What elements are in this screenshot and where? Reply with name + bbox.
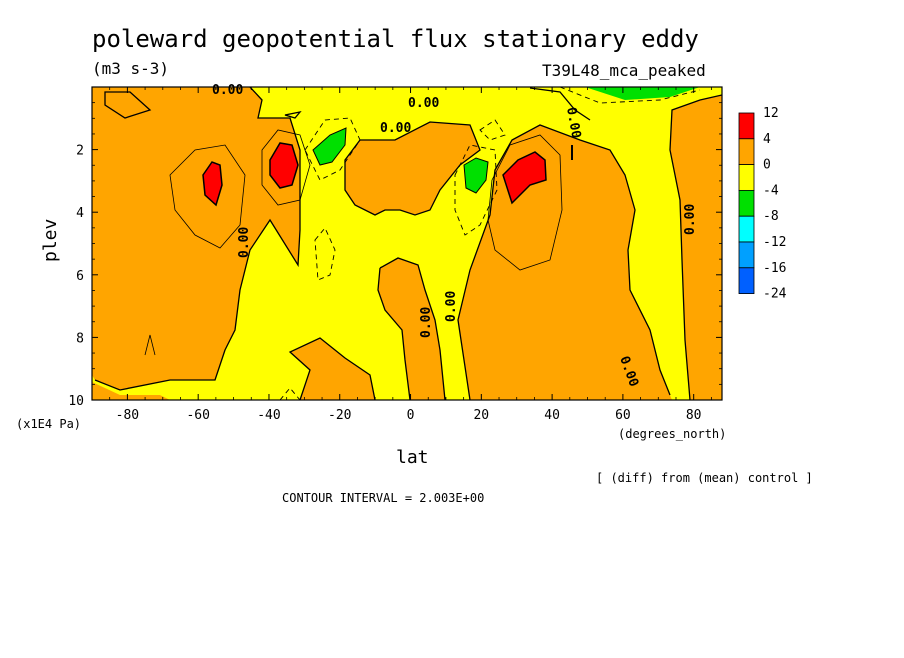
y-tick-label: 2 xyxy=(76,144,84,159)
contour-zero-center-low-left xyxy=(377,267,411,400)
colorbar-label: -24 xyxy=(763,287,787,302)
contour-label: 0.00 xyxy=(444,291,459,322)
contour-zero-left xyxy=(94,87,301,391)
chart-title: poleward geopotential flux stationary ed… xyxy=(92,25,699,53)
orange-region-bottom xyxy=(290,338,375,400)
orange-region-bottom-right xyxy=(525,370,560,400)
contour-neg-19 xyxy=(454,144,498,236)
red-max-lat-34 xyxy=(502,151,547,205)
contour-label: 0.00 xyxy=(683,204,698,235)
orange-region-southern xyxy=(92,87,300,390)
x-tick-label: -60 xyxy=(186,408,209,423)
contour-2-max-minus54 xyxy=(169,144,246,249)
colorbar-label: -8 xyxy=(763,209,779,224)
contour-zero-northern xyxy=(457,124,671,400)
colorbar-label: 4 xyxy=(763,132,771,147)
orange-region-central xyxy=(345,122,480,215)
x-axis: -80 -60 -40 -20 0 20 40 60 80 xyxy=(109,87,712,423)
contour-label: 0.00 xyxy=(380,121,411,136)
colorbar-swatch xyxy=(738,267,755,294)
x-tick-label: -20 xyxy=(328,408,351,423)
contour-neg-top-right xyxy=(559,87,701,104)
x-tick-label: 40 xyxy=(544,408,560,423)
red-max-lat-minus54 xyxy=(202,161,223,207)
contour-zero-bottom xyxy=(288,337,376,400)
contour-neg-minus20 xyxy=(304,117,361,181)
run-label: T39L48_mca_peaked xyxy=(542,61,706,80)
green-min-lat-minus20 xyxy=(312,127,347,166)
y-tick-label: 6 xyxy=(76,269,84,284)
contour-zero-upper-left xyxy=(104,91,152,119)
x-tick-label: -40 xyxy=(257,408,280,423)
contour-neg-lower-left xyxy=(314,227,336,281)
comparison-note: [ (diff) from (mean) control ] xyxy=(596,471,813,485)
contour-zero-top-right xyxy=(529,87,591,121)
colorbar-label: 0 xyxy=(763,158,771,173)
colorbar-label: 12 xyxy=(763,106,779,121)
orange-region-southern-bottom xyxy=(92,382,170,400)
colorbar: 12 4 0 -4 -8 -12 -16 -24 xyxy=(738,106,787,302)
contour-bottom-left-spike xyxy=(144,334,156,356)
contour-zero-top xyxy=(284,111,302,119)
contour-label: 0.00 xyxy=(237,227,252,258)
y-tick-label: 10 xyxy=(68,394,84,409)
contour-zero-center-low xyxy=(379,257,446,400)
orange-region-center-low xyxy=(378,258,445,400)
colorbar-label: -12 xyxy=(763,235,786,250)
x-axis-units: (degrees_north) xyxy=(618,427,726,441)
x-tick-label: 80 xyxy=(686,408,702,423)
contour-label: 0.00 xyxy=(212,83,243,98)
orange-region-far-right xyxy=(670,95,722,400)
contour-label: 0.00 xyxy=(419,307,434,338)
x-tick-label: 20 xyxy=(473,408,489,423)
y-tick-label: 4 xyxy=(76,206,84,221)
colorbar-swatch xyxy=(738,189,755,217)
x-tick-label: -80 xyxy=(116,408,139,423)
x-tick-label: 0 xyxy=(407,408,415,423)
contour-neg-upper-right xyxy=(479,119,506,141)
chart-units: (m3 s-3) xyxy=(92,59,169,78)
contour-label: 0.00 xyxy=(563,106,583,140)
green-min-lat-19 xyxy=(463,157,489,194)
contour-2-max-34 xyxy=(487,134,563,271)
y-axis-label: plev xyxy=(40,219,61,262)
colorbar-swatch xyxy=(738,215,755,243)
red-max-lat-minus34 xyxy=(269,142,299,189)
colorbar-swatch xyxy=(738,241,755,269)
colorbar-swatch xyxy=(738,112,755,140)
contour-interval: CONTOUR INTERVAL = 2.003E+00 xyxy=(282,491,484,505)
colorbar-label: -16 xyxy=(763,261,786,276)
y-axis-units: (x1E4 Pa) xyxy=(16,417,81,431)
plot-area: 0.00 0.00 0.00 0.00 0.00 0.00 0.00 0.00 … xyxy=(68,83,723,423)
colorbar-label: -4 xyxy=(763,183,779,198)
colorbar-swatch xyxy=(738,138,755,166)
contour-2-max-minus34 xyxy=(261,129,311,206)
y-tick-label: 8 xyxy=(76,331,84,346)
contour-zero-far-right xyxy=(669,94,722,400)
y-axis: 2 4 6 8 10 xyxy=(68,102,722,409)
x-axis-label: lat xyxy=(396,447,429,468)
green-min-top-right xyxy=(585,87,700,100)
x-tick-label: 60 xyxy=(615,408,631,423)
contour-label: 0.00 xyxy=(408,96,439,111)
contour-zero-central xyxy=(344,121,481,216)
colorbar-swatch xyxy=(738,164,755,191)
